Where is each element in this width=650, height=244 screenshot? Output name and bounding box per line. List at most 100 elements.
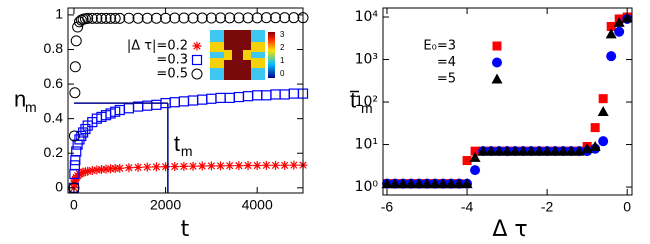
data-point	[68, 130, 80, 142]
data-point	[110, 163, 120, 173]
data-point	[445, 178, 457, 189]
data-point	[216, 161, 226, 171]
legend-label: |Δ τ|=0.2	[127, 39, 188, 54]
x-axis-label: t	[181, 217, 190, 242]
y-axis-label-sub: m	[361, 100, 373, 116]
data-point	[224, 12, 236, 24]
inset-cell	[232, 48, 243, 62]
data-point	[206, 161, 216, 171]
data-point	[598, 136, 609, 147]
data-point	[614, 26, 625, 37]
data-point	[188, 161, 198, 171]
data-point	[469, 151, 481, 162]
data-point	[76, 168, 86, 178]
data-point	[541, 145, 553, 156]
plot-frame	[67, 7, 304, 194]
data-point	[462, 156, 472, 166]
legend-marker	[191, 54, 203, 66]
data-point	[169, 12, 181, 24]
inset-cell	[210, 68, 224, 80]
data-point	[413, 178, 425, 189]
y-axis-label-sub: m	[25, 99, 37, 115]
data-point	[205, 12, 217, 24]
data-point	[151, 99, 162, 110]
data-point	[260, 12, 272, 24]
data-point	[589, 140, 601, 151]
x-tick-label: 0	[623, 199, 631, 215]
data-point	[270, 12, 282, 24]
data-point	[91, 12, 103, 24]
data-point	[470, 146, 480, 156]
annotation-sub: m	[181, 143, 193, 159]
inset-cell	[251, 52, 265, 58]
data-point	[461, 178, 473, 189]
data-point	[71, 146, 82, 157]
inset-colorbar-label: 2	[280, 43, 285, 52]
data-point	[124, 163, 134, 173]
y-tick-label: 0.4	[44, 109, 64, 125]
data-point	[69, 61, 81, 73]
data-point	[100, 12, 112, 24]
data-point	[123, 12, 135, 24]
annotation-label: t	[174, 131, 180, 156]
data-point	[95, 12, 107, 24]
data-point	[421, 178, 433, 189]
legend-label: =4	[437, 55, 456, 70]
data-point	[606, 21, 616, 31]
data-point	[215, 12, 227, 24]
data-point	[437, 178, 449, 189]
data-point	[142, 162, 152, 172]
data-point	[197, 161, 207, 171]
x-axis-label: Δ τ	[492, 217, 527, 242]
data-point	[114, 12, 126, 24]
data-point	[453, 178, 465, 189]
data-point	[234, 161, 244, 171]
data-point	[69, 87, 81, 99]
inset-cell	[210, 30, 224, 42]
data-point	[493, 145, 505, 156]
data-point	[83, 166, 93, 176]
data-point	[187, 95, 199, 106]
data-point	[389, 178, 401, 189]
x-tick-label: -2	[541, 199, 554, 215]
legend-marker	[492, 57, 502, 68]
data-point	[397, 178, 409, 189]
data-point	[161, 162, 171, 172]
data-point	[280, 160, 290, 170]
data-point	[196, 12, 208, 24]
inset-cell	[224, 60, 251, 80]
inset-map	[210, 30, 275, 80]
data-point	[288, 88, 299, 99]
data-point	[613, 16, 625, 27]
data-point	[70, 35, 82, 47]
data-point	[288, 12, 300, 24]
y-tick-label: 10²	[355, 94, 378, 110]
data-point	[215, 92, 226, 104]
data-point	[101, 164, 111, 174]
legend-label: =0.5	[156, 67, 188, 82]
data-point	[206, 93, 217, 104]
data-point	[187, 12, 199, 24]
data-point	[106, 164, 116, 174]
data-point	[289, 160, 299, 170]
inset-cell	[210, 52, 224, 58]
data-point	[565, 145, 577, 156]
data-point	[533, 145, 545, 156]
data-point	[141, 12, 153, 24]
inset-colorbar	[268, 32, 275, 78]
data-point	[160, 12, 172, 24]
data-point	[69, 160, 80, 171]
legend-marker	[491, 73, 503, 84]
data-point	[115, 163, 125, 173]
data-point	[123, 103, 135, 114]
data-point	[132, 12, 144, 24]
data-point	[82, 12, 94, 24]
data-point	[224, 92, 235, 104]
data-point	[279, 89, 290, 100]
data-point	[590, 123, 600, 133]
data-point	[605, 28, 617, 39]
data-point	[133, 162, 143, 172]
inset-colorbar-label: 3	[280, 30, 285, 39]
inset-colorbar-label: 0	[280, 69, 285, 78]
data-point	[151, 162, 161, 172]
